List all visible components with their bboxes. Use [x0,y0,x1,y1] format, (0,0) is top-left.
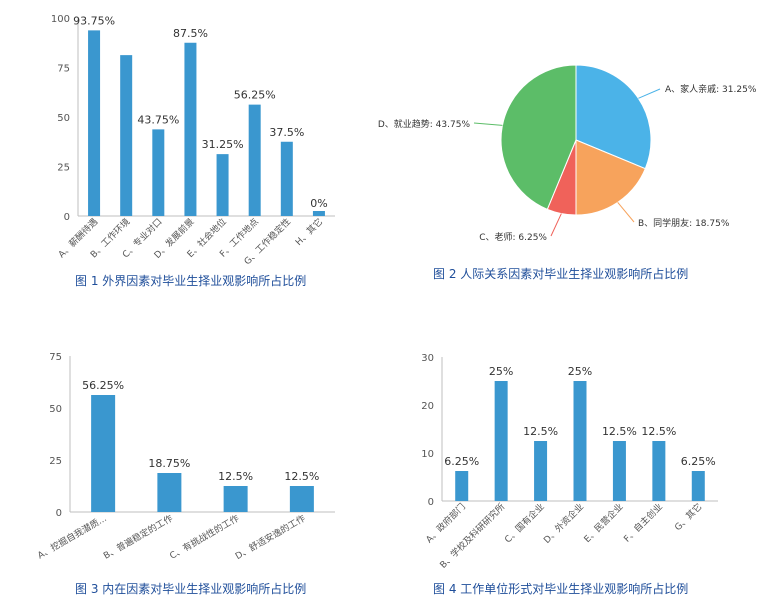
y-tick-label: 25 [49,456,62,467]
data-label: 87.5% [173,27,208,40]
data-label: 6.25% [681,455,716,468]
y-tick-label: 0 [56,508,62,519]
bar [157,473,182,512]
bar [534,441,548,501]
pie-leader-line [550,213,562,237]
category-label: D、舒适安逸的工作 [233,512,307,562]
data-label: 0% [310,197,327,210]
data-label: 37.5% [269,126,304,139]
data-label: 18.75% [148,457,190,470]
bar [216,154,229,216]
pie-slice-label: C、老师: 6.25% [479,231,547,243]
data-label: 56.25% [234,89,276,102]
data-label: 12.5% [284,470,319,483]
bar [573,381,587,501]
pie-leader-line [638,88,661,99]
bar-chart-internal-factors: 0 25 50 75 56.25% A、挖掘自我潜质... 18.75% B、普遍稳定的工作 1… [35,352,335,562]
bar-chart-work-unit-type: 01020306.25%A、政府部门25%B、学校及科研研究所12.5%C、国有… [421,353,718,571]
pie-slice-label: B、同学朋友: 18.75% [638,217,730,229]
data-label: 12.5% [218,470,253,483]
bar [312,211,325,216]
y-tick-label: 50 [49,404,62,415]
bar [248,104,261,216]
category-label: E、民营企业 [581,501,625,545]
bar [455,471,469,501]
bar [91,395,116,512]
pie-slice [575,64,652,170]
y-tick-label: 100 [51,14,70,25]
y-tick-label: 25 [57,163,70,174]
pie-chart-interpersonal-factors: A、家人亲戚: 31.25% B、同学朋友: 18.75% C、老师: 6.25% D… [378,64,757,243]
bar [652,441,666,501]
y-tick-label: 0 [64,212,70,223]
bar [152,129,165,216]
y-tick-label: 10 [421,449,434,460]
data-label: 25% [489,365,513,378]
chart1-caption: 图 1 外界因素对毕业生择业观影响所占比例 [75,273,306,288]
bar [88,30,101,216]
bar [184,42,197,216]
bar [494,381,508,501]
category-label: C、有挑战性的工作 [167,512,241,562]
data-label: 25% [568,365,592,378]
pie-leader-line [617,202,635,223]
category-label: B、普遍稳定的工作 [101,512,175,561]
data-label: 12.5% [641,425,676,438]
y-tick-label: 50 [57,113,70,124]
bar [223,486,248,512]
chart3-caption: 图 3 内在因素对毕业生择业观影响所占比例 [75,581,306,596]
pie-slice-label: D、就业趋势: 43.75% [378,118,471,130]
bar [691,471,705,501]
y-tick-label: 75 [49,352,62,363]
category-label: H、其它 [293,216,325,248]
chart4-caption: 图 4 工作单位形式对毕业生择业观影响所占比例 [433,581,688,596]
data-label: 93.75% [73,14,115,27]
pie-slice [575,139,646,216]
data-label: 43.75% [137,113,179,126]
pie-leader-line [473,122,503,126]
bar [120,55,133,216]
y-tick-label: 30 [421,353,434,364]
bar [612,441,626,501]
category-label: A、挖掘自我潜质... [35,512,108,561]
category-label: D、外资企业 [541,501,586,546]
chart2-caption: 图 2 人际关系因素对毕业生择业观影响所占比例 [433,266,688,281]
pie-slice-label: A、家人亲戚: 31.25% [665,83,757,95]
data-label: 31.25% [202,138,244,151]
category-label: B、学校及科研研究所 [437,501,507,571]
y-tick-label: 0 [428,497,434,508]
bar [289,486,314,512]
category-label: C、国有企业 [502,501,547,546]
y-tick-label: 20 [421,401,434,412]
data-label: 12.5% [602,425,637,438]
data-label: 12.5% [523,425,558,438]
y-tick-label: 75 [57,64,70,75]
pie-slice [500,64,577,210]
data-label: 6.25% [444,455,479,468]
bar [280,141,293,216]
category-label: G、其它 [672,501,705,534]
category-label: F、自主创业 [621,501,665,545]
data-label: 56.25% [82,379,124,392]
